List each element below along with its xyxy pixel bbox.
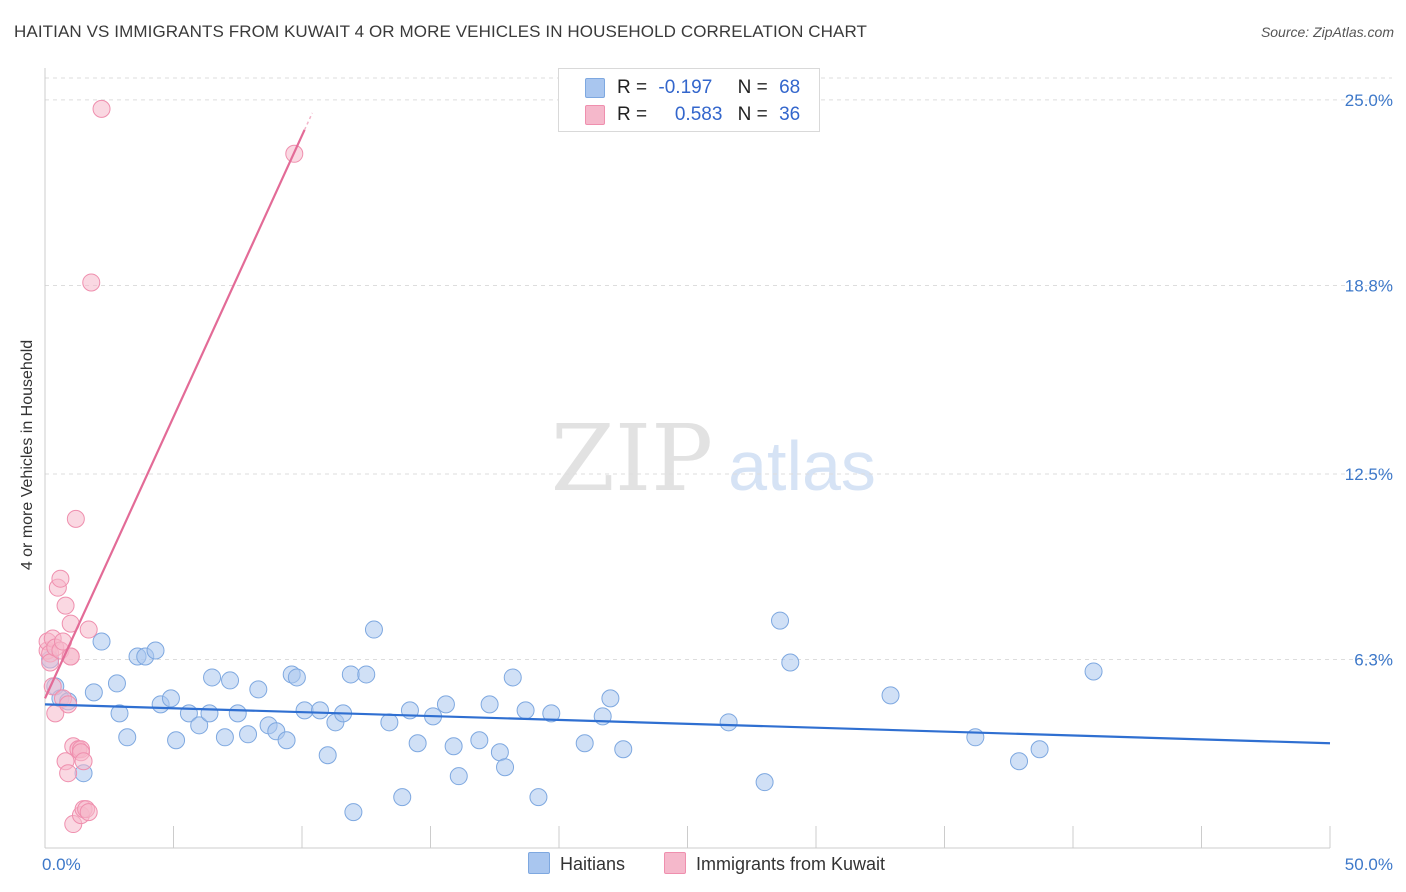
haitians-point (310, 701, 329, 720)
n-value-haitians: 68 (779, 77, 801, 98)
haitians-point (341, 665, 360, 684)
haitians-point (444, 737, 463, 756)
r-label: R = (617, 104, 648, 125)
haitians-point (118, 728, 137, 747)
haitians-point (357, 665, 376, 684)
kuwait-point (56, 596, 75, 615)
haitians-point (881, 686, 900, 705)
y-tick-label: 12.5% (1345, 465, 1393, 484)
legend-item-kuwait: Immigrants from Kuwait (664, 852, 885, 876)
x-tick-label-min: 0.0% (42, 855, 81, 874)
tick-labels: 6.3% 12.5% 18.8% 25.0% 0.0% 50.0% (42, 91, 1393, 874)
haitians-point (771, 611, 790, 630)
kuwait-point (79, 620, 98, 639)
haitians-point (575, 734, 594, 753)
haitians-point (516, 701, 535, 720)
haitians-point (755, 773, 774, 792)
kuwait-point (66, 509, 85, 528)
haitians-point (84, 683, 103, 702)
haitians-point (380, 713, 399, 732)
haitians-point (287, 668, 306, 687)
haitians-point (490, 743, 509, 762)
haitians-point (107, 674, 126, 693)
haitians-point (161, 689, 180, 708)
haitians-point (146, 641, 165, 660)
legend-swatch-pink (585, 105, 605, 125)
haitians-point (1010, 752, 1029, 771)
haitians-point (542, 704, 561, 723)
legend-label-haitians: Haitians (560, 854, 626, 874)
series-legend: Haitians Immigrants from Kuwait (0, 852, 1406, 878)
haitians-point (364, 620, 383, 639)
haitians-point (719, 713, 738, 732)
legend-label-kuwait: Immigrants from Kuwait (696, 854, 886, 874)
haitians-point (470, 731, 489, 750)
y-tick-label: 25.0% (1345, 91, 1393, 110)
haitians-point (92, 632, 111, 651)
kuwait-trend-extension (303, 112, 313, 131)
kuwait-point (51, 569, 70, 588)
haitians-point (228, 704, 247, 723)
r-value-haitians: -0.197 (658, 77, 713, 98)
haitians-point (190, 716, 209, 735)
chart-title: HAITIAN VS IMMIGRANTS FROM KUWAIT 4 OR M… (14, 22, 868, 41)
haitians-point (110, 704, 129, 723)
source-label: Source: ZipAtlas.com (1260, 24, 1394, 40)
haitians-point (449, 767, 468, 786)
kuwait-point (92, 99, 111, 118)
haitians-points (41, 611, 1103, 822)
grid-lines (45, 77, 1392, 660)
watermark-atlas: atlas (728, 427, 876, 505)
trend-lines (43, 112, 1331, 745)
haitians-point (221, 671, 240, 690)
haitians-point (277, 731, 296, 750)
legend-item-haitians: Haitians (528, 852, 625, 876)
haitians-point (249, 680, 268, 699)
correlation-legend: R = -0.197 N = 68 R = 0.583 N = 36 (558, 68, 820, 132)
haitians-point (408, 734, 427, 753)
haitians-point (614, 740, 633, 759)
haitians-point (503, 668, 522, 687)
haitians-point (203, 668, 222, 687)
legend-swatch-blue (585, 78, 605, 98)
haitians-point (215, 728, 234, 747)
r-value-kuwait: 0.583 (674, 104, 723, 125)
haitians-point (318, 746, 337, 765)
n-label: N = (737, 77, 768, 98)
haitians-point (200, 704, 219, 723)
haitians-point (167, 731, 186, 750)
n-value-kuwait: 36 (779, 104, 801, 125)
axes (44, 68, 1331, 849)
kuwait-point (59, 764, 78, 783)
haitians-point (239, 725, 258, 744)
r-label: R = (617, 77, 648, 98)
x-tick-label-max: 50.0% (1345, 855, 1393, 874)
n-label: N = (737, 104, 768, 125)
kuwait-point (79, 803, 98, 822)
haitians-point (496, 758, 515, 777)
kuwait-point (82, 273, 101, 292)
haitians-trend-line (44, 703, 1331, 745)
watermark-zip: ZIP (551, 405, 713, 512)
haitians-point (601, 689, 620, 708)
kuwait-points (38, 99, 304, 834)
kuwait-point (74, 752, 93, 771)
haitians-point (393, 788, 412, 807)
haitians-point (1030, 740, 1049, 759)
haitians-point (436, 695, 455, 714)
haitians-point (781, 653, 800, 672)
kuwait-trend-line (43, 129, 306, 699)
haitians-point (1084, 662, 1103, 681)
legend-swatch-kuwait (664, 852, 686, 874)
haitians-point (529, 788, 548, 807)
legend-swatch-haitians (528, 852, 550, 874)
watermark: ZIP atlas (551, 405, 876, 512)
haitians-point (480, 695, 499, 714)
y-tick-label: 18.8% (1345, 276, 1393, 295)
haitians-point (344, 803, 363, 822)
haitians-point (295, 701, 314, 720)
y-tick-label: 6.3% (1354, 650, 1393, 669)
